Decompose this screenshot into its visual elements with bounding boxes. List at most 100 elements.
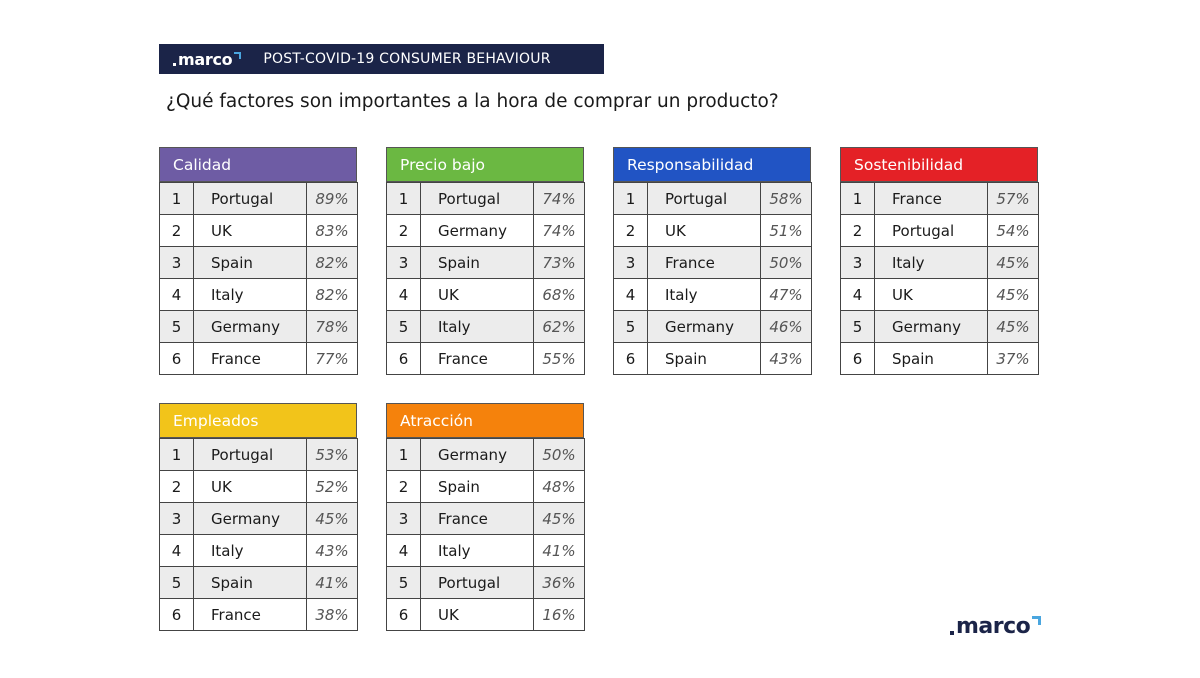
table-row: 1 Portugal 74% xyxy=(386,182,585,215)
percentage-cell: 73% xyxy=(533,246,585,279)
panel-header: Empleados xyxy=(159,403,357,438)
table-row: 5 Germany 45% xyxy=(840,310,1039,343)
footer-marco-logo: marco xyxy=(950,614,1042,639)
country-cell: UK xyxy=(420,278,534,311)
ranking-table: 1 Portugal 53% 2 UK 52% 3 Germany 45% 4 Italy 43% 5 S… xyxy=(159,438,358,631)
country-cell: Germany xyxy=(420,214,534,247)
rank-cell: 3 xyxy=(159,502,194,535)
table-row: 2 UK 51% xyxy=(613,214,812,247)
country-cell: Italy xyxy=(420,310,534,343)
rank-cell: 6 xyxy=(840,342,875,375)
country-cell: UK xyxy=(647,214,761,247)
table-row: 6 France 55% xyxy=(386,342,585,375)
table-row: 4 Italy 43% xyxy=(159,534,358,567)
rank-cell: 3 xyxy=(613,246,648,279)
rank-cell: 4 xyxy=(840,278,875,311)
country-cell: France xyxy=(193,342,307,375)
table-row: 3 Spain 73% xyxy=(386,246,585,279)
percentage-cell: 82% xyxy=(306,278,358,311)
percentage-cell: 45% xyxy=(306,502,358,535)
percentage-cell: 41% xyxy=(306,566,358,599)
country-cell: Portugal xyxy=(193,438,307,471)
country-cell: Germany xyxy=(420,438,534,471)
table-row: 4 Italy 41% xyxy=(386,534,585,567)
percentage-cell: 41% xyxy=(533,534,585,567)
country-cell: Spain xyxy=(874,342,988,375)
country-cell: France xyxy=(420,342,534,375)
percentage-cell: 89% xyxy=(306,182,358,215)
country-cell: Germany xyxy=(874,310,988,343)
rank-cell: 6 xyxy=(386,342,421,375)
panel-empleados: Empleados 1 Portugal 53% 2 UK 52% 3 Germany 45% 4… xyxy=(159,403,358,631)
header-banner: marco POST-COVID-19 CONSUMER BEHAVIOUR xyxy=(159,44,604,74)
rank-cell: 1 xyxy=(613,182,648,215)
country-cell: Portugal xyxy=(420,566,534,599)
percentage-cell: 46% xyxy=(760,310,812,343)
table-row: 3 Italy 45% xyxy=(840,246,1039,279)
ranking-table: 1 Portugal 58% 2 UK 51% 3 France 50% 4 Italy 47% 5 Ge… xyxy=(613,182,812,375)
rank-cell: 4 xyxy=(386,534,421,567)
rank-cell: 6 xyxy=(613,342,648,375)
rank-cell: 5 xyxy=(613,310,648,343)
rank-cell: 3 xyxy=(840,246,875,279)
table-row: 2 Portugal 54% xyxy=(840,214,1039,247)
rank-cell: 3 xyxy=(159,246,194,279)
table-row: 3 France 50% xyxy=(613,246,812,279)
percentage-cell: 68% xyxy=(533,278,585,311)
panel-header: Sostenibilidad xyxy=(840,147,1038,182)
country-cell: Spain xyxy=(193,566,307,599)
table-row: 4 UK 68% xyxy=(386,278,585,311)
rank-cell: 1 xyxy=(840,182,875,215)
country-cell: Portugal xyxy=(193,182,307,215)
rank-cell: 2 xyxy=(159,214,194,247)
percentage-cell: 45% xyxy=(533,502,585,535)
percentage-cell: 62% xyxy=(533,310,585,343)
rank-cell: 1 xyxy=(159,438,194,471)
rank-cell: 1 xyxy=(386,438,421,471)
rank-cell: 2 xyxy=(386,214,421,247)
rank-cell: 6 xyxy=(159,342,194,375)
table-row: 6 Spain 37% xyxy=(840,342,1039,375)
percentage-cell: 45% xyxy=(987,246,1039,279)
panel-atraccion: Atracción 1 Germany 50% 2 Spain 48% 3 France 45%… xyxy=(386,403,585,631)
survey-question: ¿Qué factores son importantes a la hora … xyxy=(166,91,779,112)
rank-cell: 2 xyxy=(613,214,648,247)
table-row: 5 Portugal 36% xyxy=(386,566,585,599)
rank-cell: 5 xyxy=(386,566,421,599)
country-cell: Portugal xyxy=(874,214,988,247)
table-row: 4 UK 45% xyxy=(840,278,1039,311)
rank-cell: 6 xyxy=(159,598,194,631)
table-row: 4 Italy 47% xyxy=(613,278,812,311)
rank-cell: 4 xyxy=(386,278,421,311)
percentage-cell: 77% xyxy=(306,342,358,375)
table-row: 4 Italy 82% xyxy=(159,278,358,311)
table-row: 3 Germany 45% xyxy=(159,502,358,535)
country-cell: Spain xyxy=(420,470,534,503)
percentage-cell: 47% xyxy=(760,278,812,311)
percentage-cell: 50% xyxy=(760,246,812,279)
country-cell: Portugal xyxy=(420,182,534,215)
rank-cell: 5 xyxy=(159,566,194,599)
logo-corner-icon xyxy=(1032,616,1042,625)
country-cell: France xyxy=(420,502,534,535)
rank-cell: 1 xyxy=(159,182,194,215)
table-row: 3 Spain 82% xyxy=(159,246,358,279)
country-cell: Germany xyxy=(647,310,761,343)
table-row: 2 UK 83% xyxy=(159,214,358,247)
percentage-cell: 58% xyxy=(760,182,812,215)
table-row: 5 Italy 62% xyxy=(386,310,585,343)
rank-cell: 4 xyxy=(159,278,194,311)
ranking-table: 1 Portugal 89% 2 UK 83% 3 Spain 82% 4 Italy 82% 5 Ger… xyxy=(159,182,358,375)
country-cell: UK xyxy=(193,214,307,247)
percentage-cell: 43% xyxy=(306,534,358,567)
percentage-cell: 50% xyxy=(533,438,585,471)
country-cell: France xyxy=(193,598,307,631)
percentage-cell: 54% xyxy=(987,214,1039,247)
country-cell: France xyxy=(874,182,988,215)
percentage-cell: 53% xyxy=(306,438,358,471)
country-cell: Italy xyxy=(193,534,307,567)
rank-cell: 2 xyxy=(159,470,194,503)
percentage-cell: 74% xyxy=(533,182,585,215)
rank-cell: 5 xyxy=(159,310,194,343)
percentage-cell: 48% xyxy=(533,470,585,503)
